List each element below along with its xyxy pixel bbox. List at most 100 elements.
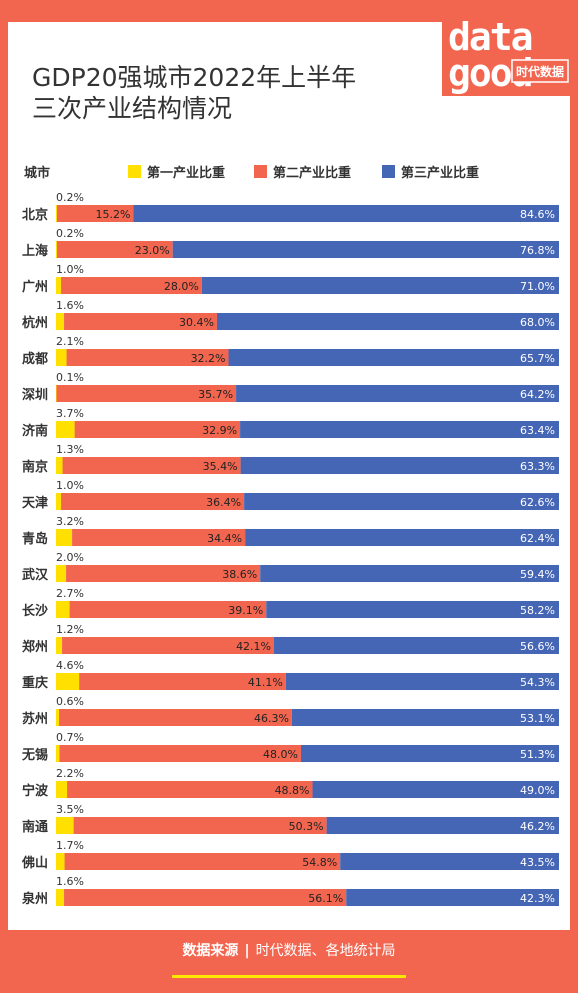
legend: 城市 第一产业比重 第二产业比重 第三产业比重: [22, 162, 562, 182]
bar-segment-primary: [56, 241, 58, 258]
value-label-primary: 0.7%: [56, 731, 84, 744]
value-label-primary: 2.2%: [56, 767, 84, 780]
logo-word-top: data: [448, 15, 532, 59]
legend-item-secondary: 第二产业比重: [254, 162, 351, 181]
value-label-tertiary: 54.3%: [520, 676, 555, 689]
bar-segment-tertiary: [260, 565, 559, 582]
bar-segment-secondary: [61, 493, 245, 510]
bar-segment-secondary: [62, 637, 275, 654]
bar-segment-primary: [56, 529, 73, 546]
value-label-tertiary: 68.0%: [520, 316, 555, 329]
city-label: 南京: [22, 459, 48, 475]
value-label-tertiary: 62.4%: [520, 532, 555, 545]
city-label: 苏州: [22, 711, 48, 727]
source-text: 时代数据、各地统计局: [255, 943, 396, 959]
bar-segment-primary: [56, 637, 63, 654]
value-label-tertiary: 84.6%: [520, 208, 555, 221]
value-label-primary: 2.1%: [56, 335, 84, 348]
bar-segment-primary: [56, 205, 58, 222]
bar-segment-secondary: [73, 817, 327, 834]
value-label-secondary: 28.0%: [164, 280, 199, 293]
legend-item-tertiary: 第三产业比重: [382, 162, 479, 181]
value-label-tertiary: 46.2%: [520, 820, 555, 833]
legend-item-primary: 第一产业比重: [128, 162, 225, 181]
bar-segment-secondary: [66, 349, 229, 366]
value-label-tertiary: 62.6%: [520, 496, 555, 509]
value-label-secondary: 32.2%: [191, 352, 226, 365]
bar-segment-primary: [56, 421, 75, 438]
value-label-primary: 1.0%: [56, 263, 84, 276]
value-label-primary: 1.6%: [56, 875, 84, 888]
city-label: 武汉: [22, 567, 49, 583]
value-label-tertiary: 49.0%: [520, 784, 555, 797]
title-line-1: GDP20强城市2022年上半年: [32, 63, 357, 92]
value-label-primary: 1.0%: [56, 479, 84, 492]
value-label-tertiary: 58.2%: [520, 604, 555, 617]
value-label-primary: 3.2%: [56, 515, 84, 528]
legend-swatch-secondary: [254, 165, 267, 178]
city-label: 深圳: [22, 387, 48, 403]
bar-segment-tertiary: [236, 385, 559, 402]
bar-segment-tertiary: [244, 493, 559, 510]
value-label-tertiary: 65.7%: [520, 352, 555, 365]
city-label: 宁波: [22, 783, 49, 799]
bar-segment-primary: [56, 277, 62, 294]
stacked-bar-chart: 北京 0.2% 15.2% 84.6% 上海 0.2% 23.0% 76.8% 广州 1.0% 28…: [21, 191, 560, 907]
city-label: 成都: [22, 351, 48, 367]
legend-label-tertiary: 第三产业比重: [401, 166, 480, 181]
bar-segment-primary: [56, 745, 60, 762]
bar-segment-tertiary: [285, 673, 559, 690]
title-line-2: 三次产业结构情况: [32, 94, 233, 123]
bar-segment-tertiary: [133, 205, 559, 222]
bar-segment-secondary: [66, 565, 261, 582]
value-label-primary: 0.1%: [56, 371, 84, 384]
value-label-primary: 0.2%: [56, 191, 84, 204]
bar-segment-tertiary: [274, 637, 559, 654]
bar-segment-primary: [56, 313, 65, 330]
legend-label-secondary: 第二产业比重: [273, 166, 352, 181]
value-label-primary: 1.3%: [56, 443, 84, 456]
city-label: 济南: [22, 423, 48, 439]
city-label: 长沙: [22, 603, 48, 619]
bar-segment-tertiary: [340, 853, 559, 870]
value-label-primary: 1.6%: [56, 299, 84, 312]
value-label-secondary: 35.4%: [203, 460, 238, 473]
bar-segment-tertiary: [216, 313, 559, 330]
value-label-secondary: 56.1%: [308, 892, 343, 905]
value-label-tertiary: 59.4%: [520, 568, 555, 581]
bar-segment-secondary: [72, 529, 246, 546]
value-label-primary: 3.7%: [56, 407, 84, 420]
bar-segment-tertiary: [201, 277, 559, 294]
value-label-secondary: 48.8%: [275, 784, 310, 797]
city-label: 杭州: [22, 315, 48, 331]
value-label-primary: 1.2%: [56, 623, 84, 636]
value-label-secondary: 15.2%: [96, 208, 131, 221]
bar-segment-secondary: [59, 745, 301, 762]
bar-segment-secondary: [57, 205, 134, 222]
chart-title: GDP20强城市2022年上半年 三次产业结构情况: [32, 62, 412, 124]
bar-segment-primary: [56, 349, 67, 366]
city-label: 南通: [22, 819, 48, 835]
bar-segment-primary: [56, 889, 65, 906]
city-label: 天津: [22, 495, 48, 511]
datagood-logo: data good 时代数据: [442, 10, 570, 96]
city-label: 上海: [22, 243, 48, 259]
chart-panel: [8, 22, 570, 930]
bar-segment-primary: [56, 673, 80, 690]
city-label: 重庆: [22, 675, 48, 691]
bar-segment-primary: [56, 493, 62, 510]
source-separator: |: [244, 943, 250, 959]
value-label-primary: 2.7%: [56, 587, 84, 600]
value-label-secondary: 41.1%: [248, 676, 283, 689]
bar-segment-secondary: [59, 709, 292, 726]
footer: 数据来源 | 时代数据、各地统计局: [0, 940, 578, 960]
bar-segment-tertiary: [326, 817, 559, 834]
city-label: 无锡: [21, 747, 48, 763]
value-label-primary: 0.6%: [56, 695, 84, 708]
city-label: 青岛: [22, 531, 48, 547]
value-label-secondary: 34.4%: [207, 532, 242, 545]
city-label: 佛山: [21, 855, 48, 871]
city-label: 北京: [22, 207, 48, 223]
value-label-secondary: 23.0%: [135, 244, 170, 257]
bar-segment-secondary: [79, 673, 286, 690]
